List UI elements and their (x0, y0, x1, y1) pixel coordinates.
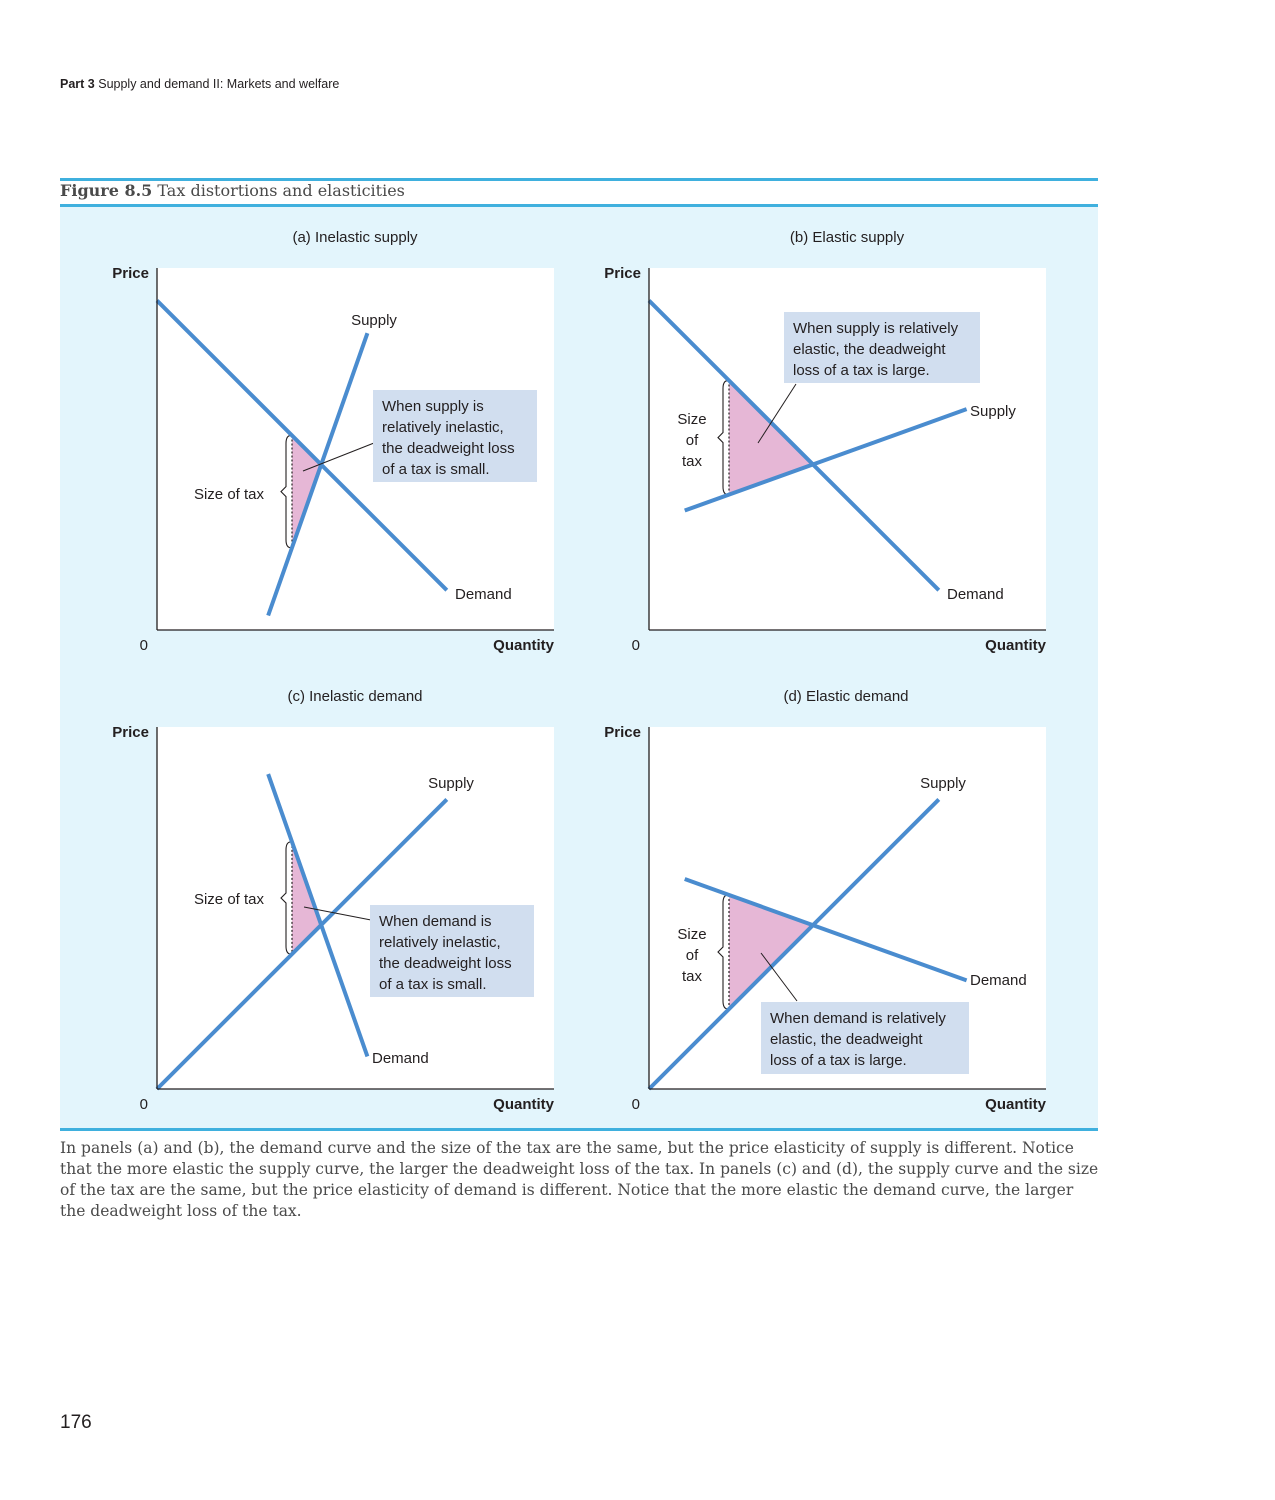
panel-d-tax-label: tax (682, 968, 703, 985)
panel-a-deadweight-loss (292, 435, 322, 548)
panel-d-demand-curve (684, 877, 968, 983)
panel-a-demand-label: Demand (455, 586, 512, 603)
panel-c-note-line: When demand is (379, 913, 492, 930)
panel-d-tax-label: Size (677, 926, 706, 943)
panel-b-y-label: Price (604, 265, 641, 282)
panel-c-note-leader (303, 906, 372, 921)
panel-b-x-label: Quantity (985, 637, 1046, 654)
panel-c-tax-brace (280, 841, 292, 955)
panel-d-y-label: Price (604, 724, 641, 741)
page-number: 176 (60, 1412, 92, 1433)
panel-a-note-box (373, 390, 537, 482)
panel-b-tax-label: tax (682, 453, 703, 470)
panel-a-note-line: When supply is (382, 398, 484, 415)
panel-c-y-label: Price (112, 724, 149, 741)
figure-title: Figure 8.5 Tax distortions and elasticit… (60, 181, 405, 200)
panel-d-origin-label: 0 (632, 1096, 640, 1113)
panel-d-x-label: Quantity (985, 1096, 1046, 1113)
panel-d-deadweight-loss (729, 894, 813, 1010)
panel-c-demand-label: Demand (372, 1050, 429, 1067)
panel-d-demand-label: Demand (970, 972, 1027, 989)
panel-a-x-label: Quantity (493, 637, 554, 654)
panel-b-note-box (784, 312, 980, 383)
panel-a-supply-curve (266, 332, 370, 617)
panel-a-origin-label: 0 (140, 637, 148, 654)
panel-d-note-leader (760, 952, 798, 1002)
figure-title-rule (60, 204, 1098, 207)
running-header-title: Supply and demand II: Markets and welfar… (98, 77, 340, 91)
panel-c-deadweight-loss (292, 841, 322, 955)
panel-b-note-leader (757, 383, 797, 444)
panel-c-supply-curve (155, 797, 449, 1091)
panel-b-origin-label: 0 (632, 637, 640, 654)
panel-c-demand-curve (266, 773, 370, 1058)
panel-b-note-line: elastic, the deadweight (793, 341, 946, 358)
panel-c-note-line: of a tax is small. (379, 976, 487, 993)
panel-a-y-label: Price (112, 265, 149, 282)
figure-caption: In panels (a) and (b), the demand curve … (60, 1139, 1099, 1220)
panel-a-tax-label: Size of tax (194, 486, 265, 503)
panel-b-demand-label: Demand (947, 586, 1004, 603)
panel-d-title: (d) Elastic demand (783, 688, 908, 705)
panel-b-supply-curve (684, 407, 968, 513)
panel-c-note-line: the deadweight loss (379, 955, 512, 972)
panel-d-tax-label: of (686, 947, 699, 964)
figure-top-rule (60, 178, 1098, 181)
panel-d-note-line: When demand is relatively (770, 1010, 946, 1027)
panel-c-tax-label: Size of tax (194, 891, 265, 908)
panel-b-title: (b) Elastic supply (790, 229, 905, 246)
panel-c-supply-label: Supply (428, 775, 474, 792)
panel-c-title: (c) Inelastic demand (287, 688, 422, 705)
panel-d: (d) Elastic demand Price Quantity 0 Supply De… (604, 688, 1046, 1113)
panel-d-supply-curve (647, 797, 941, 1091)
panel-b-note-line: When supply is relatively (793, 320, 959, 337)
panel-c-note-line: relatively inelastic, (379, 934, 501, 951)
panel-d-note-line: elastic, the deadweight (770, 1031, 923, 1048)
panel-b-tax-label: of (686, 432, 699, 449)
panel-a-tax-brace (280, 434, 292, 549)
panel-d-tax-brace (717, 894, 729, 1010)
panel-c: (c) Inelastic demand Price Quantity 0 Supply… (112, 688, 554, 1113)
panel-a-title: (a) Inelastic supply (292, 229, 418, 246)
panel-c-x-label: Quantity (493, 1096, 554, 1113)
figure-number: Figure 8.5 (60, 181, 153, 200)
panel-a-note-line: the deadweight loss (382, 440, 515, 457)
panel-b-supply-label: Supply (970, 403, 1016, 420)
panel-a-supply-label: Supply (351, 312, 397, 329)
running-header-part: Part 3 (60, 77, 95, 91)
panel-a-demand-curve (155, 299, 449, 592)
panel-b: (b) Elastic supply Price Quantity 0 Supply De… (604, 229, 1046, 654)
panel-b-tax-label: Size (677, 411, 706, 428)
panel-b-demand-curve (647, 299, 941, 592)
panel-a: (a) Inelastic supply Price Quantity 0 Supply… (112, 229, 554, 654)
figure-title-text: Tax distortions and elasticities (157, 181, 405, 200)
panel-a-note-line: relatively inelastic, (382, 419, 504, 436)
panel-b-deadweight-loss (729, 380, 813, 495)
panel-c-origin-label: 0 (140, 1096, 148, 1113)
panel-a-note-line: of a tax is small. (382, 461, 490, 478)
running-header: Part 3 Supply and demand II: Markets and… (60, 77, 339, 91)
figure-bottom-rule (60, 1128, 1098, 1131)
panel-d-note-line: loss of a tax is large. (770, 1052, 907, 1069)
panel-b-tax-brace (717, 379, 729, 496)
panel-a-note-leader (302, 442, 375, 472)
panel-c-note-box (370, 905, 534, 997)
panel-d-supply-label: Supply (920, 775, 966, 792)
panel-b-note-line: loss of a tax is large. (793, 362, 930, 379)
panel-d-note-box (761, 1002, 969, 1074)
